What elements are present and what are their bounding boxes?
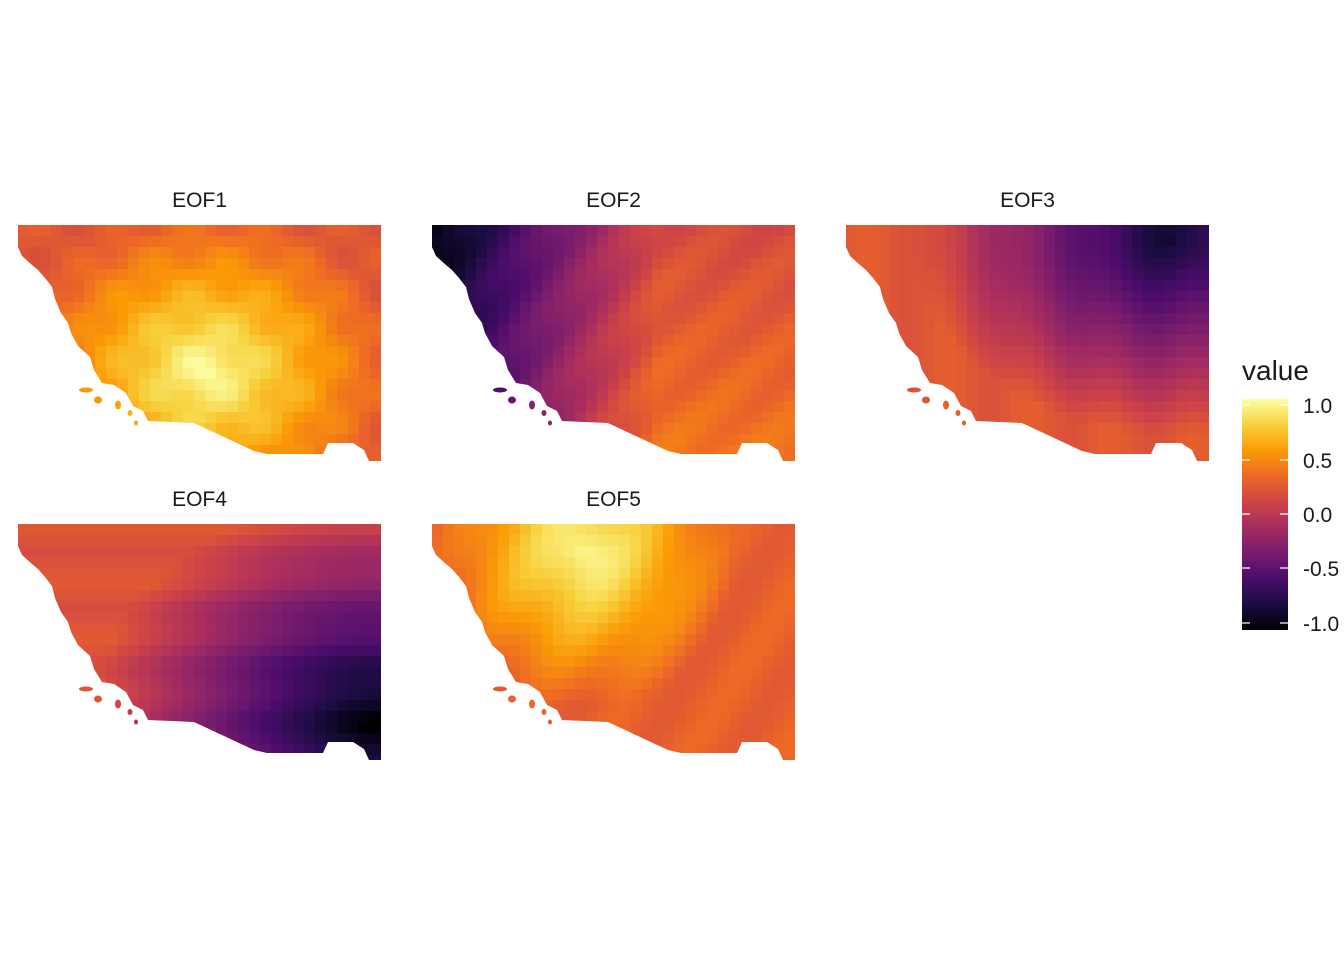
panel-title-eof1: EOF1 <box>172 189 227 212</box>
island-shape <box>955 410 961 416</box>
legend-tick-label: -0.5 <box>1303 558 1340 581</box>
island-shape <box>94 695 102 703</box>
island-shape <box>134 420 138 426</box>
map-panel-eof4 <box>18 524 381 760</box>
map-panel-eof2 <box>432 225 795 461</box>
island-shape <box>134 719 138 725</box>
legend-tick-label: 1.0 <box>1303 395 1333 418</box>
island-shape <box>127 709 133 715</box>
island-shape <box>493 686 507 692</box>
island-shape <box>962 420 966 426</box>
island-shape <box>541 709 547 715</box>
panel-title-eof2: EOF2 <box>586 189 641 212</box>
map-panel-eof1 <box>18 225 381 461</box>
legend-tick-label: -1.0 <box>1303 613 1340 636</box>
island-shape <box>548 719 552 725</box>
island-shape <box>127 410 133 416</box>
island-shape <box>529 400 535 410</box>
island-shape <box>907 387 921 393</box>
panel-title-eof5: EOF5 <box>586 488 641 511</box>
map-panel-eof3 <box>846 225 1209 461</box>
panel-title-eof4: EOF4 <box>172 488 227 511</box>
island-shape <box>548 420 552 426</box>
island-shape <box>943 400 949 410</box>
island-shape <box>79 686 93 692</box>
legend-tick-label: 0.5 <box>1303 450 1333 473</box>
panel-title-eof3: EOF3 <box>1000 189 1055 212</box>
map-panel-eof5 <box>432 524 795 760</box>
island-shape <box>79 387 93 393</box>
legend-tick-label: 0.0 <box>1303 504 1333 527</box>
island-shape <box>115 400 121 410</box>
island-shape <box>115 699 121 709</box>
island-shape <box>493 387 507 393</box>
legend-colorbar <box>1242 399 1288 630</box>
island-shape <box>508 695 516 703</box>
island-shape <box>541 410 547 416</box>
island-shape <box>922 396 930 404</box>
island-shape <box>94 396 102 404</box>
island-shape <box>529 699 535 709</box>
legend-title: value <box>1242 355 1309 386</box>
island-shape <box>508 396 516 404</box>
